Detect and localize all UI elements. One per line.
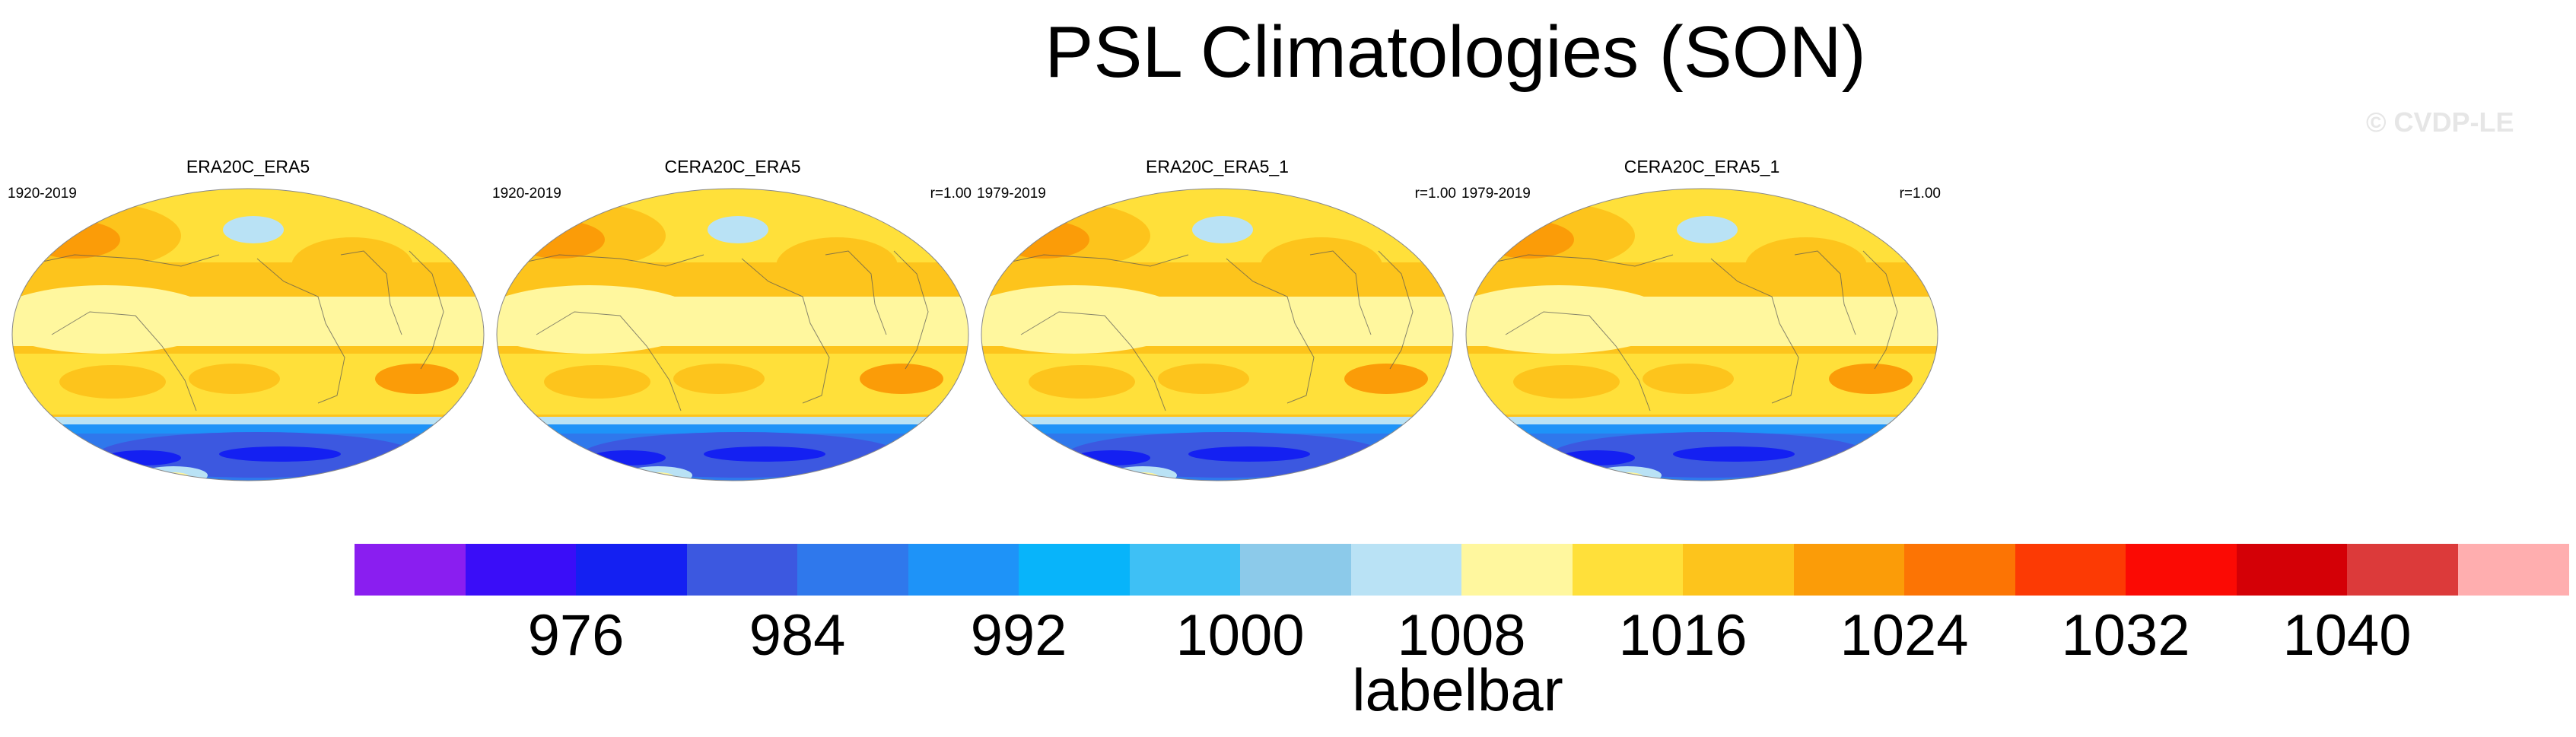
labelbar-tick: 1000 [1175,603,1305,668]
labelbar-tick: 1040 [2282,603,2412,668]
labelbar-tick: 1008 [1397,603,1526,668]
panel-correlation: r=1.00 [1414,186,1456,202]
panel-period: 1920-2019 [8,186,77,202]
panel-title: CERA20C_ERA5_1 [1624,157,1780,176]
labelbar-tick: 1024 [1840,603,1969,668]
labelbar-tick: 992 [970,603,1067,668]
labelbar-swatch [1904,544,2015,596]
labelbar-swatch [2236,544,2348,596]
labelbar-swatch [355,544,466,596]
labelbar-tick: 1032 [2061,603,2190,668]
labelbar-swatch [1350,544,1462,596]
panel-period: 1979-2019 [1461,186,1531,202]
labelbar-swatch [1240,544,1351,596]
labelbar-caption: labelbar [1352,656,1563,723]
labelbar-swatch [1129,544,1241,596]
labelbar-swatch [1683,544,1794,596]
labelbar-swatch [908,544,1019,596]
labelbar-tick: 1016 [1618,603,1748,668]
panel-correlation: r=1.00 [930,186,972,202]
panel-title: ERA20C_ERA5 [186,157,310,176]
panel-title: CERA20C_ERA5 [664,157,801,176]
labelbar-tick: 976 [527,603,625,668]
watermark: © CVDP-LE [2366,106,2514,138]
labelbar-swatch [2457,544,2569,596]
labelbar-swatch [2015,544,2126,596]
map-panel: ERA20C_ERA5_1 1979-2019 r=1.00 [975,152,1459,487]
map-panel: CERA20C_ERA5 1920-2019 r=1.00 [491,152,975,487]
labelbar-swatch [686,544,798,596]
labelbar-swatch [1019,544,1130,596]
figure-title: PSL Climatologies (SON) [1045,11,1866,93]
labelbar-swatch [1572,544,1684,596]
panel-period: 1979-2019 [977,186,1046,202]
labelbar-swatch [1461,544,1573,596]
labelbar-swatch [2126,544,2237,596]
labelbar-swatch [797,544,908,596]
labelbar-swatch [465,544,577,596]
panel-period: 1920-2019 [492,186,561,202]
map-panel: ERA20C_ERA5 1920-2019 [6,152,490,487]
panel-correlation: r=1.00 [1899,186,1941,202]
labelbar-swatch [1793,544,1905,596]
map-panel: CERA20C_ERA5_1 1979-2019 r=1.00 [1460,152,1944,487]
labelbar-tick: 984 [749,603,846,668]
psl-map [496,188,969,481]
labelbar-swatch [2347,544,2458,596]
panel-title: ERA20C_ERA5_1 [1146,157,1289,176]
psl-map [11,188,485,481]
labelbar [355,544,2569,596]
psl-map [1465,188,1938,481]
labelbar-swatch [576,544,687,596]
psl-map [981,188,1454,481]
